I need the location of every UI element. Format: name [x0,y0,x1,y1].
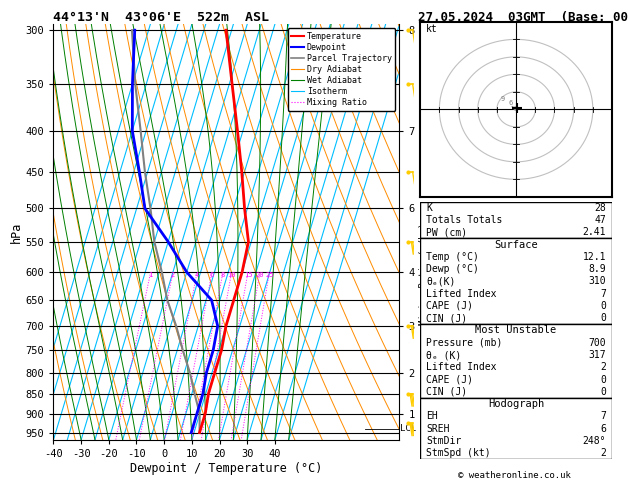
Text: Surface: Surface [494,240,538,250]
Bar [420,239,612,324]
Text: 2: 2 [601,362,606,372]
Text: LCL: LCL [400,424,416,434]
Y-axis label: km
ASL: km ASL [420,210,439,232]
Text: K: K [426,203,431,213]
Text: Temp (°C): Temp (°C) [426,252,479,262]
Text: 47: 47 [594,215,606,225]
Text: EH: EH [426,411,438,421]
Text: 27.05.2024  03GMT  (Base: 00): 27.05.2024 03GMT (Base: 00) [418,11,629,24]
Text: Mixing Ratio (g/kg): Mixing Ratio (g/kg) [419,223,428,325]
Text: 8.9: 8.9 [589,264,606,274]
Text: © weatheronline.co.uk: © weatheronline.co.uk [458,471,571,480]
Text: 44°13'N  43°06'E  522m  ASL: 44°13'N 43°06'E 522m ASL [53,11,269,24]
Text: 2: 2 [601,448,606,458]
Text: CIN (J): CIN (J) [426,387,467,397]
Text: Lifted Index: Lifted Index [426,289,496,299]
Text: 700: 700 [589,338,606,348]
Text: 0: 0 [601,387,606,397]
Text: Pressure (mb): Pressure (mb) [426,338,503,348]
Text: 9: 9 [501,96,505,102]
Text: 7: 7 [601,289,606,299]
Text: 10: 10 [228,272,236,278]
Text: 6: 6 [210,272,214,278]
Text: CAPE (J): CAPE (J) [426,375,473,384]
Text: θₑ (K): θₑ (K) [426,350,461,360]
Text: 310: 310 [589,277,606,286]
Text: 248°: 248° [582,436,606,446]
Text: 2: 2 [171,272,175,278]
Text: Most Unstable: Most Unstable [476,326,557,335]
Text: 15: 15 [243,272,252,278]
Text: SREH: SREH [426,424,450,434]
Text: 28: 28 [594,203,606,213]
Text: 7: 7 [601,411,606,421]
Text: Hodograph: Hodograph [488,399,544,409]
Y-axis label: hPa: hPa [10,222,23,243]
Text: 2.41: 2.41 [582,227,606,237]
Text: 12.1: 12.1 [582,252,606,262]
Text: 20: 20 [256,272,264,278]
Text: 1: 1 [148,272,153,278]
Text: 0: 0 [601,313,606,323]
Text: Dewp (°C): Dewp (°C) [426,264,479,274]
Text: 317: 317 [589,350,606,360]
Legend: Temperature, Dewpoint, Parcel Trajectory, Dry Adiabat, Wet Adiabat, Isotherm, Mi: Temperature, Dewpoint, Parcel Trajectory… [287,29,395,111]
Text: CIN (J): CIN (J) [426,313,467,323]
Text: StmDir: StmDir [426,436,461,446]
Text: PW (cm): PW (cm) [426,227,467,237]
Bar [420,202,612,239]
Text: 6: 6 [601,424,606,434]
Text: 25: 25 [265,272,274,278]
Text: 0: 0 [601,301,606,311]
X-axis label: Dewpoint / Temperature (°C): Dewpoint / Temperature (°C) [130,462,323,475]
Text: kt: kt [426,24,438,35]
Text: Totals Totals: Totals Totals [426,215,503,225]
Text: 0: 0 [601,375,606,384]
Text: 4: 4 [195,272,199,278]
Text: 8: 8 [221,272,225,278]
Text: StmSpd (kt): StmSpd (kt) [426,448,491,458]
Text: 6: 6 [508,100,513,106]
Text: θₑ(K): θₑ(K) [426,277,455,286]
Bar [420,324,612,398]
Text: CAPE (J): CAPE (J) [426,301,473,311]
Bar [420,398,612,459]
Text: Lifted Index: Lifted Index [426,362,496,372]
